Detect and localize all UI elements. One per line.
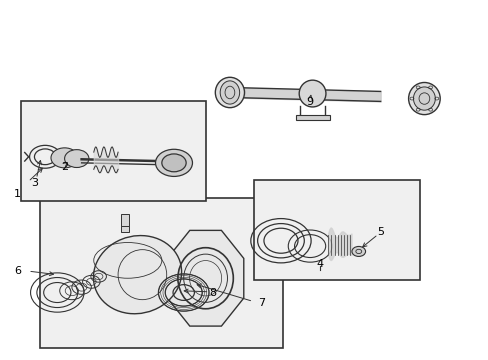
Ellipse shape (299, 80, 325, 107)
Bar (120, 226, 129, 232)
Text: 5: 5 (376, 227, 384, 237)
Circle shape (351, 247, 365, 256)
Text: 1: 1 (14, 189, 21, 199)
Text: 9: 9 (306, 97, 313, 107)
Text: 2: 2 (61, 162, 68, 172)
Circle shape (64, 150, 89, 167)
Ellipse shape (408, 82, 439, 114)
Bar (21, 102, 205, 202)
Bar (40, 198, 283, 348)
Ellipse shape (413, 87, 434, 110)
Circle shape (162, 154, 186, 172)
Text: 3: 3 (31, 177, 38, 188)
Text: 6: 6 (14, 266, 21, 276)
Text: 8: 8 (209, 288, 216, 297)
Text: 4: 4 (316, 259, 323, 269)
Bar (120, 214, 129, 226)
Text: 7: 7 (258, 298, 264, 308)
Circle shape (51, 148, 78, 168)
Bar (254, 180, 419, 280)
Ellipse shape (215, 77, 244, 108)
Bar (295, 115, 329, 120)
Ellipse shape (220, 81, 239, 104)
Circle shape (155, 149, 192, 176)
Polygon shape (167, 230, 244, 326)
Ellipse shape (93, 235, 181, 314)
